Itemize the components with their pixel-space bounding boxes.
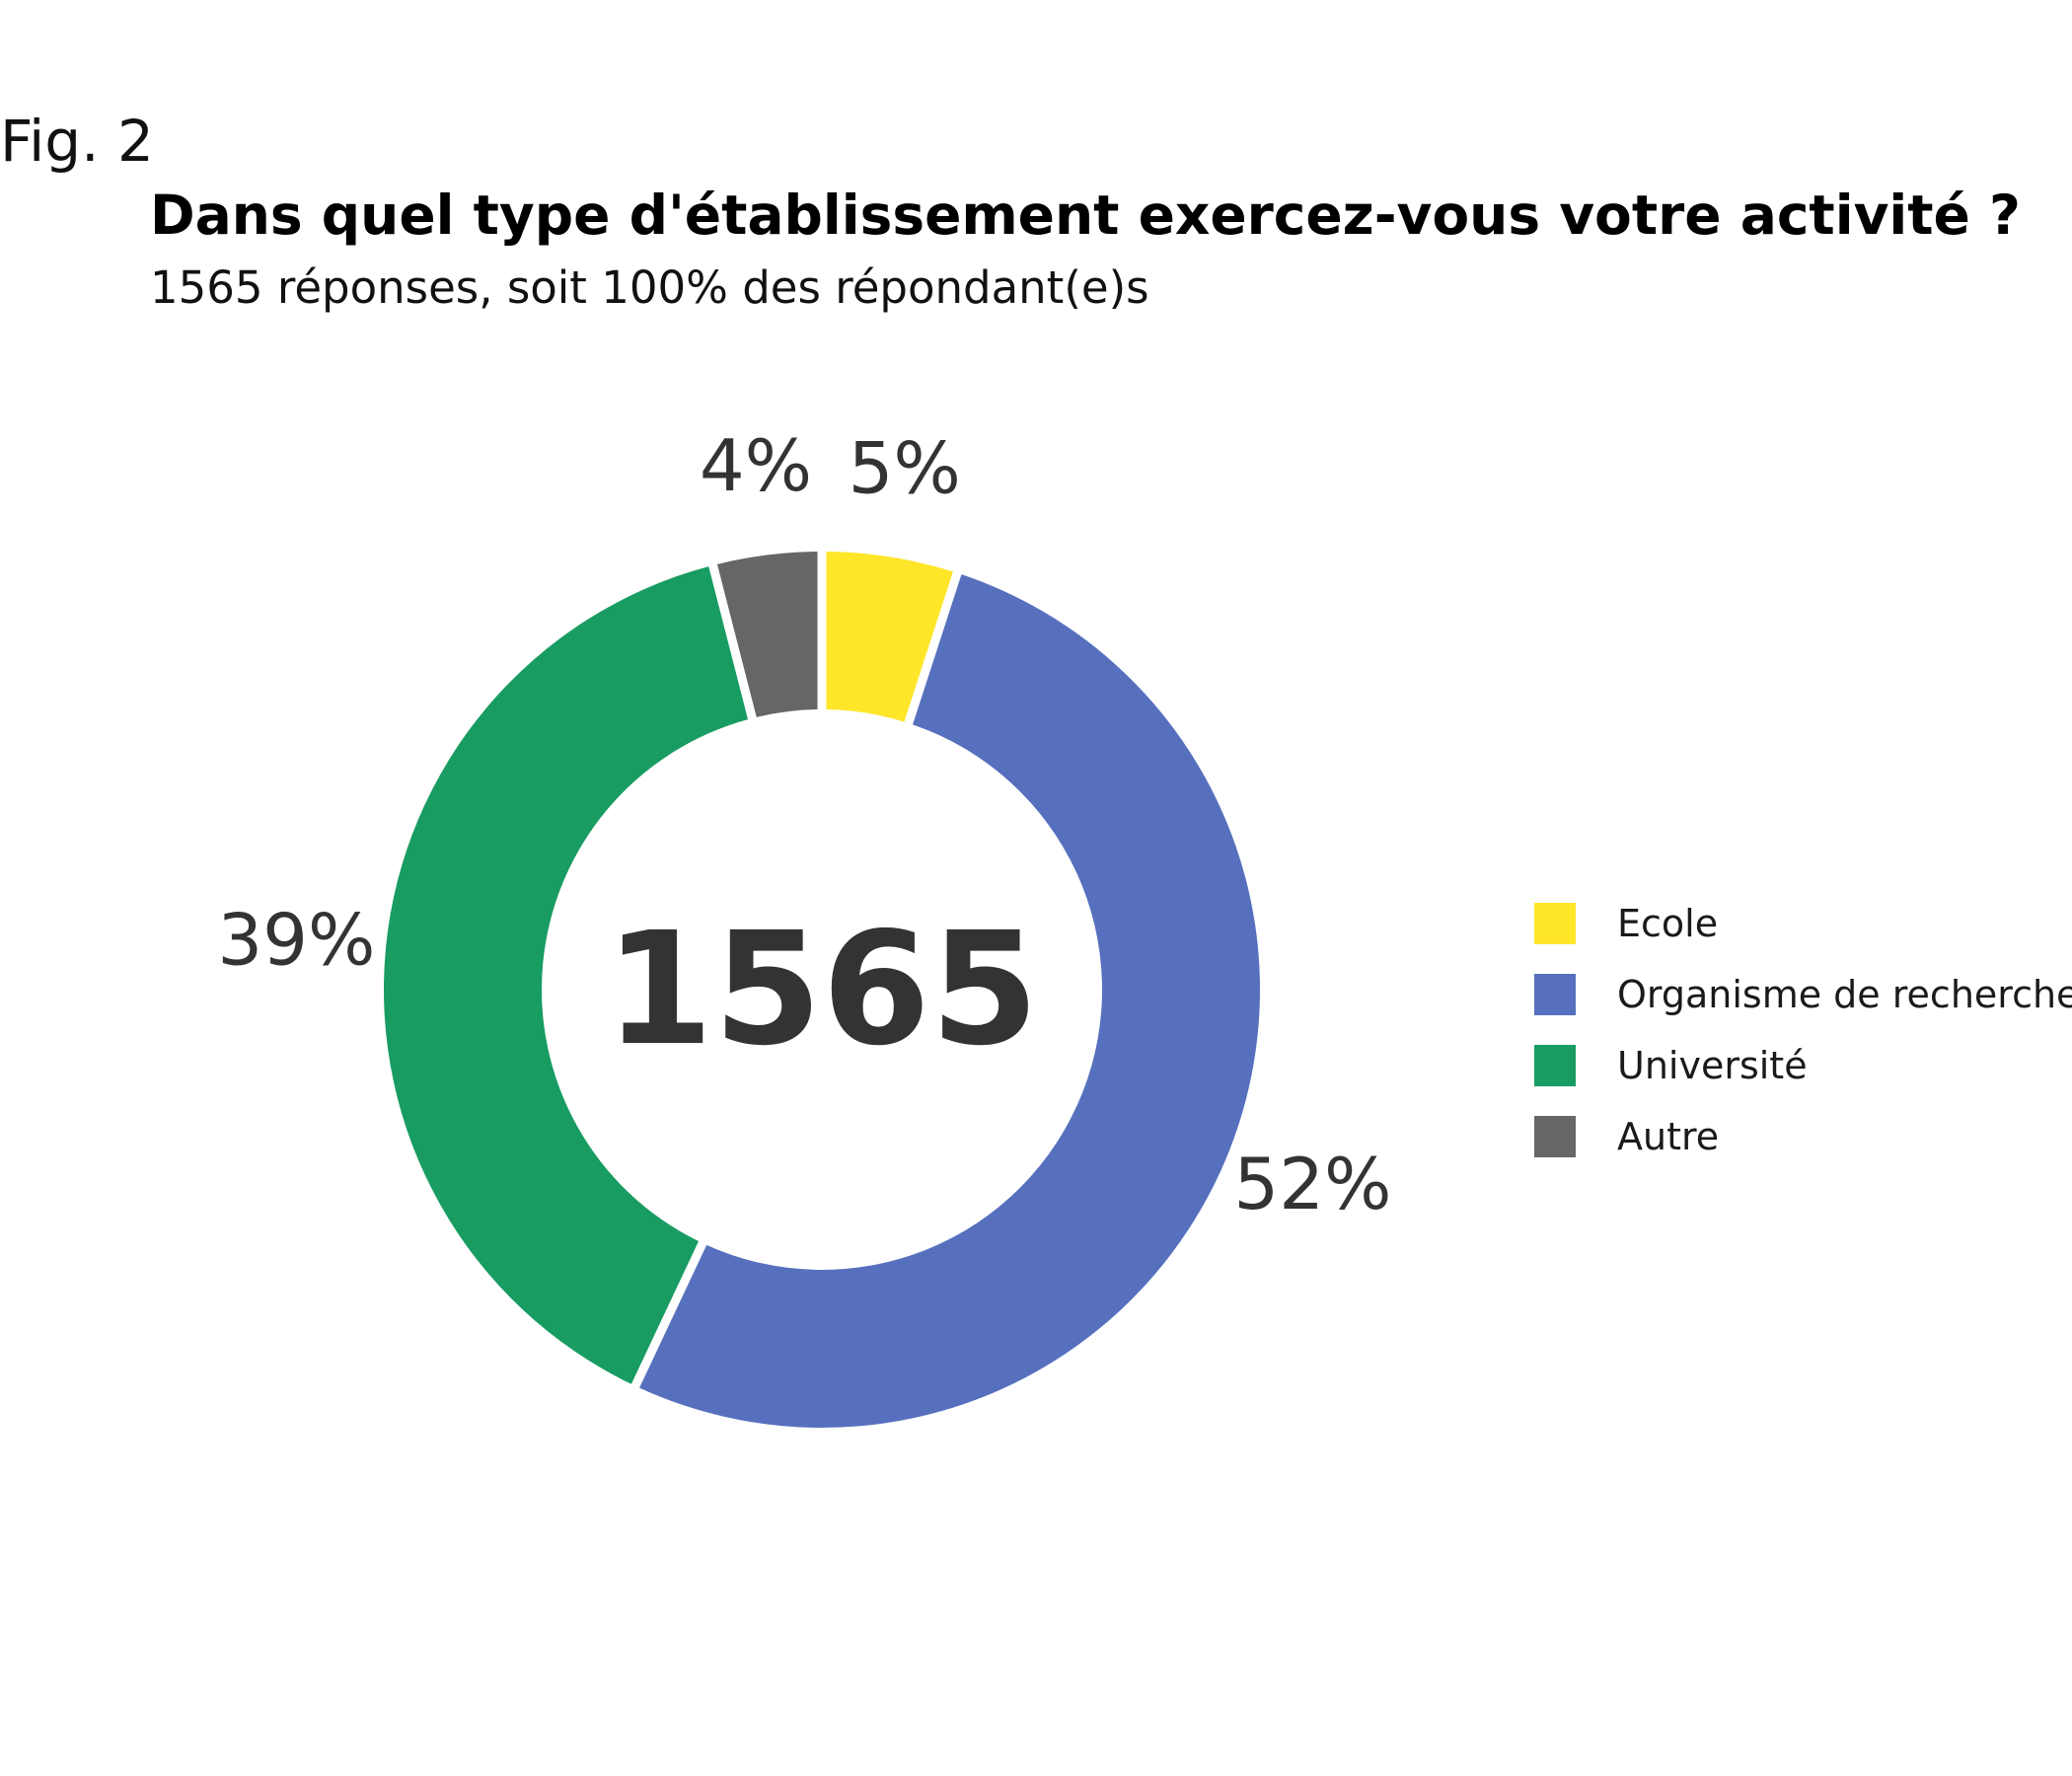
slice-value-label: 39% [217, 899, 375, 982]
legend-item: Ecole [1534, 888, 2072, 959]
legend-label: Université [1617, 1044, 1808, 1087]
donut-slice-autre [716, 552, 818, 717]
figure-label: Fig. 2 [0, 108, 154, 175]
donut-slice-organisme-de-recherche [639, 574, 1260, 1428]
slice-value-label: 52% [1233, 1143, 1391, 1225]
chart-legend: Ecole Organisme de recherche Université Aut… [1534, 888, 2072, 1172]
legend-item: Université [1534, 1030, 2072, 1101]
legend-swatch [1534, 1116, 1576, 1157]
donut-slice-ecole [826, 552, 953, 722]
slice-value-label: 5% [849, 427, 961, 510]
legend-swatch [1534, 903, 1576, 944]
legend-item: Organisme de recherche [1534, 959, 2072, 1030]
legend-label: Organisme de recherche [1617, 973, 2072, 1016]
chart-title: Dans quel type d'établissement exercez-v… [150, 184, 2021, 247]
slice-value-label: 4% [700, 424, 812, 507]
chart-subtitle: 1565 réponses, soit 100% des répondant(e… [150, 261, 1149, 314]
legend-label: Autre [1617, 1115, 1720, 1158]
legend-swatch [1534, 974, 1576, 1015]
donut-center-total: 1565 [605, 899, 1039, 1080]
legend-label: Ecole [1617, 902, 1719, 945]
donut-slice-universit- [383, 566, 749, 1384]
legend-item: Autre [1534, 1101, 2072, 1172]
legend-swatch [1534, 1045, 1576, 1086]
